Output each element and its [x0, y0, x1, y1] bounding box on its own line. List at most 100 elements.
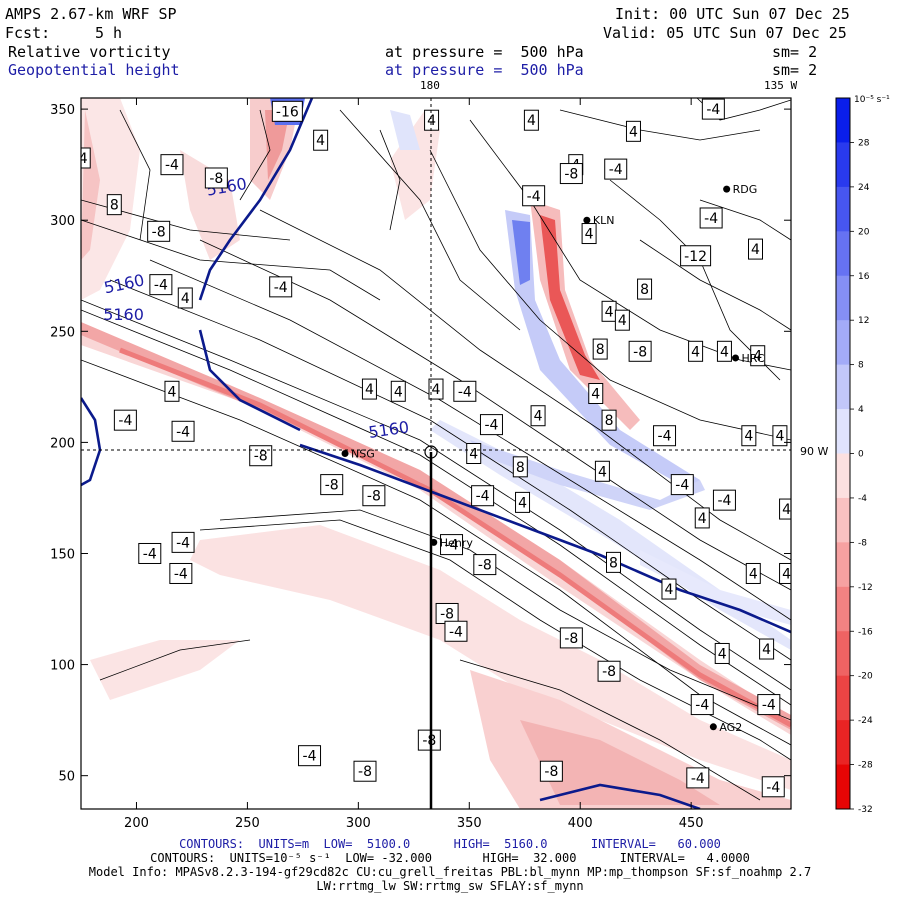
vorticity-label-box — [160, 154, 184, 176]
model-title: AMPS 2.67-km WRF SP — [5, 5, 177, 23]
axes: 200 250 300 350 400 450 50 100 150 200 250 300 350 — [50, 98, 791, 831]
station-marker — [583, 216, 591, 224]
vorticity-label-box — [0, 370, 3, 390]
vorticity-label-box — [601, 409, 617, 431]
vorticity-label-box — [716, 340, 732, 362]
y-tick-label: 300 — [50, 214, 75, 229]
station-label: HRC — [742, 352, 765, 365]
vorticity-label: 8 — [516, 460, 525, 476]
vorticity-label-box — [748, 238, 763, 260]
vorticity-label-box — [204, 167, 228, 189]
vorticity-label: -4 — [766, 780, 780, 796]
vorticity-label-box — [0, 655, 3, 675]
height-contour-5160-a — [198, 98, 314, 301]
vorticity-label: -4 — [10, 227, 24, 243]
vorticity-label-box — [353, 760, 377, 782]
vorticity-label-box — [320, 474, 344, 496]
vorticity-label: -8 — [564, 631, 578, 647]
colorbar-segment — [836, 720, 850, 766]
field1-name: Relative vorticity — [8, 43, 171, 61]
field2-name: Geopotential height — [8, 61, 180, 79]
vorticity-label-box — [625, 120, 641, 142]
x-tick-label: 350 — [457, 816, 482, 831]
vorticity-label: -4 — [458, 384, 472, 400]
colorbar-label: 4 — [858, 405, 864, 415]
height-contour-5160-e — [539, 783, 701, 809]
vorticity-label-box — [606, 551, 621, 573]
vorticity-label-box — [417, 729, 441, 751]
vorticity-label-box — [701, 98, 725, 120]
vorticity-label-box — [138, 542, 162, 564]
colorbar-label: 24 — [858, 183, 870, 193]
vorticity-label-box — [177, 287, 193, 309]
y-tick-label: 250 — [50, 325, 75, 340]
vorticity-label: 4 — [168, 384, 177, 400]
vorticity-label: -4 — [691, 771, 705, 787]
vorticity-label-box — [750, 345, 766, 367]
colorbar-segment — [836, 364, 850, 410]
vorticity-label-box — [164, 380, 180, 402]
y-tick-label: 150 — [50, 547, 75, 562]
colorbar-label: -12 — [858, 583, 873, 593]
field1-level: at pressure = 500 hPa — [385, 43, 584, 61]
vorticity-label-box — [592, 338, 608, 360]
vorticity-label: 8 — [596, 342, 605, 358]
vorticity-label: 4 — [629, 124, 638, 140]
vorticity-label-box — [628, 340, 652, 362]
footer-model-info: Model Info: MPASv8.2.3-194-gf29cd82c CU:… — [88, 865, 812, 879]
vorticity-label: -4 — [484, 418, 498, 434]
plot-frame — [80, 97, 792, 810]
vorticity-label: -4 — [118, 413, 132, 429]
colorbar-segment — [836, 675, 850, 721]
vorticity-label-box — [522, 185, 546, 207]
station-marker — [430, 538, 438, 546]
vorticity-label-box — [471, 485, 495, 507]
colorbar-segment — [836, 453, 850, 499]
vorticity-label-box — [298, 745, 322, 767]
lon-label-180: 180 — [420, 79, 440, 92]
vorticity-labels: -1644444-44-4-848-8-4-4-4-8-44-8-124-48-… — [0, 98, 791, 798]
colorbar-segment — [836, 320, 850, 366]
height-contour-5160-b — [198, 329, 301, 432]
colorbar-label: -24 — [858, 716, 873, 726]
vorticity-label: 8 — [609, 555, 618, 571]
vorticity-label: -8 — [152, 224, 166, 240]
vorticity-label-box — [745, 562, 761, 584]
vorticity-label: 4 — [43, 184, 52, 200]
colorbar-label: 16 — [858, 272, 870, 282]
vorticity-label-box — [539, 760, 563, 782]
colorbar-label: 0 — [858, 450, 864, 460]
vorticity-label: 8 — [110, 198, 119, 214]
colorbar-segment — [836, 275, 850, 321]
vorticity-label: -4 — [274, 280, 288, 296]
vorticity-label: -4 — [527, 189, 541, 205]
lon-label-90w: 90 W — [800, 445, 828, 458]
vorticity-label-box — [690, 694, 714, 716]
vorticity-label: -8 — [358, 764, 372, 780]
y-tick-label: 200 — [50, 436, 75, 451]
vorticity-label: -4 — [717, 493, 731, 509]
vorticity-label: -4 — [706, 102, 720, 118]
vorticity-label: -16 — [276, 104, 299, 120]
vorticity-label-box — [453, 380, 477, 402]
colorbar-unit: 10⁻⁵ s⁻¹ — [854, 95, 890, 105]
vorticity-label: -8 — [544, 764, 558, 780]
vorticity-label-box — [466, 443, 482, 464]
colorbar-segment — [836, 409, 850, 454]
vorticity-label-box — [604, 158, 628, 180]
vorticity-label: 4 — [782, 566, 791, 582]
colorbar-segment — [836, 542, 850, 588]
station-label: NSG — [351, 448, 375, 461]
vorticity-label-box — [479, 414, 503, 436]
vorticity-label: -4 — [476, 489, 490, 505]
vorticity-label: 4 — [665, 582, 674, 598]
vorticity-label: 4 — [775, 429, 784, 445]
vorticity-label: 4 — [753, 349, 762, 365]
vorticity-label-box — [269, 276, 293, 298]
colorbar-label: -16 — [858, 627, 873, 637]
vorticity-label: 4 — [585, 227, 594, 243]
station-label: RDG — [733, 183, 758, 196]
vorticity-label-box — [149, 274, 173, 296]
vorticity-label: -8 — [209, 171, 223, 187]
stations: RDG KLN HRC NSG Henry AG2 — [341, 183, 765, 734]
